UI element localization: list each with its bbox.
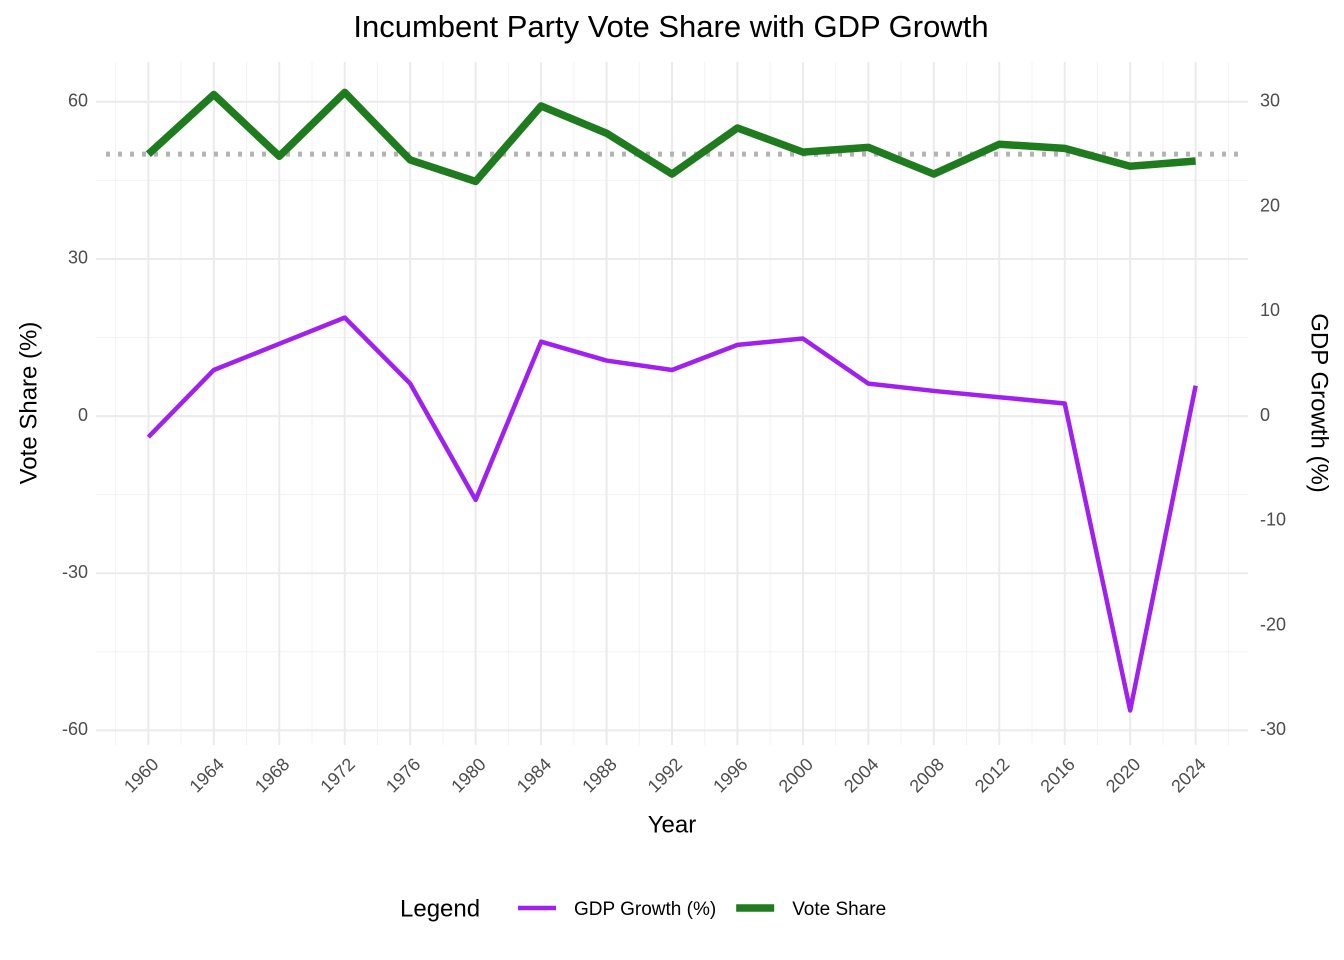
y2-tick-label: 10 — [1260, 300, 1280, 320]
series-line — [145, 88, 1196, 186]
x-tick-label: 2016 — [1036, 754, 1078, 796]
marks — [106, 88, 1242, 713]
x-tick-label: 2000 — [775, 754, 817, 796]
x-tick-label: 2004 — [840, 754, 882, 796]
y2-tick-label: -30 — [1260, 719, 1286, 739]
x-tick-label: 1960 — [120, 754, 162, 796]
x-tick-label: 2008 — [906, 754, 948, 796]
x-tick-label: 1968 — [251, 754, 293, 796]
y2-axis-title: GDP Growth (%) — [1306, 313, 1333, 493]
y2-tick-label: -10 — [1260, 510, 1286, 530]
x-tick-label: 1964 — [186, 754, 228, 796]
legend-label: Vote Share — [792, 899, 886, 920]
y2-tick-label: 0 — [1260, 405, 1270, 425]
y-tick-label: 0 — [78, 405, 88, 425]
chart-title: Incumbent Party Vote Share with GDP Grow… — [353, 9, 988, 44]
x-tick-label: 1988 — [578, 754, 620, 796]
x-tick-label: 1992 — [644, 754, 686, 796]
x-tick-label: 2024 — [1167, 754, 1209, 796]
x-tick-label: 1996 — [709, 754, 751, 796]
y2-tick-label: 30 — [1260, 91, 1280, 111]
y2-tick-label: -20 — [1260, 614, 1286, 634]
y2-tick-label: 20 — [1260, 195, 1280, 215]
x-tick-label: 2020 — [1102, 754, 1144, 796]
y-tick-label: 60 — [68, 91, 88, 111]
y-tick-label: 30 — [68, 248, 88, 268]
x-tick-label: 1976 — [382, 754, 424, 796]
x-tick-label: 1980 — [447, 754, 489, 796]
legend-title: Legend — [400, 895, 480, 922]
legend-label: GDP Growth (%) — [574, 899, 716, 920]
grid — [96, 62, 1248, 745]
y-tick-label: -30 — [62, 562, 88, 582]
y-tick-label: -60 — [62, 719, 88, 739]
series-line — [146, 315, 1198, 713]
x-tick-label: 2012 — [971, 754, 1013, 796]
x-axis-title: Year — [648, 811, 697, 838]
x-tick-label: 1972 — [316, 754, 358, 796]
y-axis-title: Vote Share (%) — [15, 322, 42, 485]
x-tick-label: 1984 — [513, 754, 555, 796]
